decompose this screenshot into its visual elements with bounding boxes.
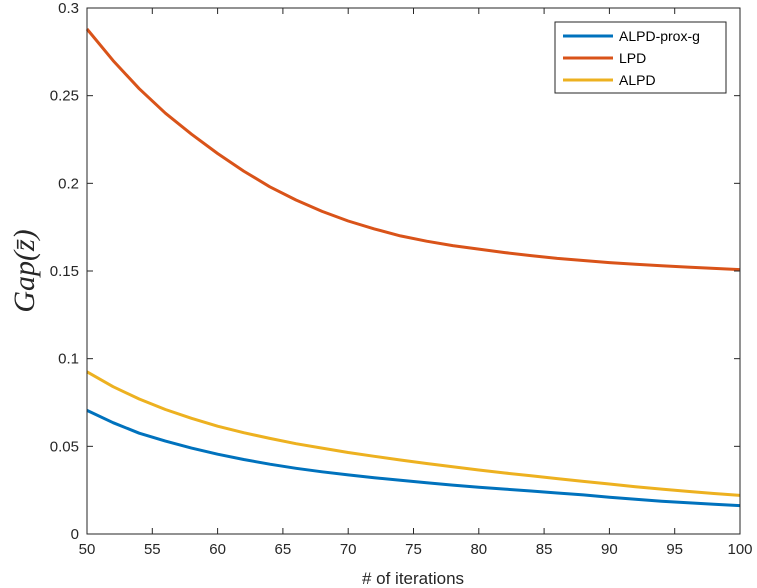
legend-label: ALPD xyxy=(619,72,656,88)
y-tick-label: 0.3 xyxy=(58,0,79,17)
y-tick-label: 0.1 xyxy=(58,351,79,368)
y-tick-labels: 0 0.05 0.1 0.15 0.2 0.25 0.3 xyxy=(50,0,79,543)
y-tick-label: 0.15 xyxy=(50,263,79,280)
y-axis-title: Gap(z̄) xyxy=(8,229,41,312)
x-tick-label: 70 xyxy=(340,541,357,558)
x-tick-label: 85 xyxy=(536,541,553,558)
x-tick-label: 95 xyxy=(666,541,683,558)
legend: ALPD-prox-g LPD ALPD xyxy=(554,21,727,94)
series-line-alpd-prox-g xyxy=(86,409,741,508)
x-tick-label: 80 xyxy=(470,541,487,558)
series-line-alpd xyxy=(86,370,741,497)
axis-layer xyxy=(86,7,741,535)
x-tick-label: 50 xyxy=(79,541,96,558)
x-tick-label: 55 xyxy=(144,541,161,558)
x-axis-title: # of iterations xyxy=(362,569,464,588)
plot-background xyxy=(87,8,740,534)
series-layer xyxy=(85,28,741,508)
legend-label: ALPD-prox-g xyxy=(619,28,700,44)
x-tick-labels: 50 55 60 65 70 75 80 85 90 95 100 xyxy=(79,541,753,558)
y-tick-label: 0 xyxy=(71,526,79,543)
x-tick-label: 60 xyxy=(209,541,226,558)
y-tick-label: 0.25 xyxy=(50,88,79,105)
x-tick-label: 75 xyxy=(405,541,422,558)
y-tick-label: 0.2 xyxy=(58,175,79,192)
x-tick-label: 90 xyxy=(601,541,618,558)
legend-label: LPD xyxy=(619,50,646,66)
series-line-lpd xyxy=(85,28,741,272)
plot-frame xyxy=(86,7,741,535)
x-tick-label: 100 xyxy=(727,541,752,558)
y-tick-label: 0.05 xyxy=(50,438,79,455)
x-tick-label: 65 xyxy=(275,541,292,558)
